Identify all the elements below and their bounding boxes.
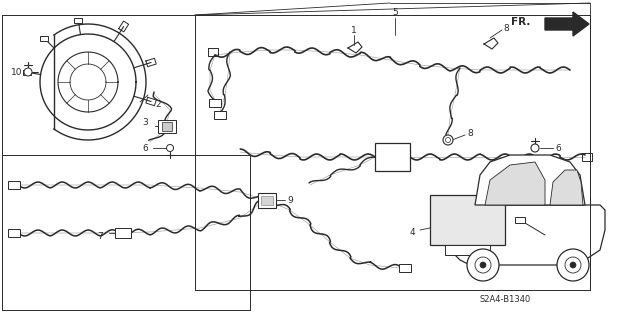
Bar	[8, 229, 20, 237]
Polygon shape	[475, 155, 585, 205]
Bar	[162, 122, 172, 131]
Circle shape	[467, 249, 499, 281]
Bar	[214, 111, 226, 119]
Bar	[115, 228, 131, 238]
Text: 2: 2	[155, 100, 161, 108]
Text: 6: 6	[142, 143, 148, 153]
Circle shape	[475, 257, 491, 273]
Text: 7: 7	[97, 231, 103, 241]
Text: 8: 8	[503, 23, 509, 33]
Bar	[40, 36, 48, 41]
Polygon shape	[550, 170, 583, 205]
Bar	[430, 195, 505, 245]
Bar	[74, 18, 82, 23]
Polygon shape	[485, 162, 545, 205]
Circle shape	[24, 68, 32, 76]
Circle shape	[480, 262, 486, 268]
Circle shape	[167, 145, 174, 151]
Circle shape	[446, 138, 451, 142]
Circle shape	[531, 144, 539, 152]
Text: FR.: FR.	[511, 17, 530, 27]
Text: 8: 8	[467, 129, 473, 138]
Bar	[261, 196, 273, 205]
Text: 5: 5	[392, 7, 398, 17]
Text: 10: 10	[11, 68, 22, 76]
Polygon shape	[455, 205, 605, 265]
Text: 6: 6	[555, 143, 561, 153]
Text: 9: 9	[287, 196, 293, 204]
Polygon shape	[545, 12, 589, 36]
Text: 1: 1	[351, 26, 357, 35]
Circle shape	[565, 257, 581, 273]
Bar	[209, 99, 221, 107]
Bar	[445, 245, 490, 255]
Circle shape	[557, 249, 589, 281]
Bar	[375, 143, 410, 171]
Circle shape	[570, 262, 576, 268]
Text: 3: 3	[142, 117, 148, 126]
Bar	[399, 264, 411, 272]
Bar	[158, 120, 176, 133]
Circle shape	[443, 135, 453, 145]
Bar	[258, 193, 276, 208]
Bar	[23, 70, 31, 75]
Bar	[515, 217, 525, 223]
Text: S2A4-B1340: S2A4-B1340	[479, 295, 531, 305]
Bar	[8, 181, 20, 189]
Text: 4: 4	[409, 228, 415, 236]
